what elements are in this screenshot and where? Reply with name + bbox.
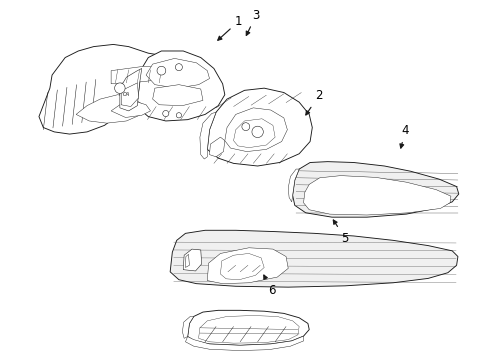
Text: 4: 4 (399, 124, 408, 148)
Circle shape (176, 113, 181, 118)
Polygon shape (111, 101, 150, 117)
Text: OA: OA (123, 92, 130, 97)
Polygon shape (209, 137, 224, 157)
Polygon shape (39, 44, 198, 134)
Polygon shape (146, 58, 209, 88)
Polygon shape (111, 66, 174, 84)
Polygon shape (220, 253, 264, 280)
Polygon shape (187, 310, 308, 345)
Polygon shape (170, 230, 457, 287)
Polygon shape (200, 112, 216, 159)
Polygon shape (292, 162, 458, 217)
Text: 2: 2 (305, 89, 322, 115)
Polygon shape (120, 68, 142, 111)
Circle shape (251, 126, 263, 138)
Text: 5: 5 (333, 220, 348, 244)
Text: 6: 6 (264, 275, 275, 297)
Polygon shape (207, 248, 287, 284)
Circle shape (242, 123, 249, 131)
Polygon shape (185, 336, 303, 351)
Polygon shape (198, 316, 299, 343)
Polygon shape (287, 169, 299, 202)
Polygon shape (185, 255, 189, 267)
Text: 1: 1 (217, 15, 242, 40)
Circle shape (114, 83, 125, 93)
Polygon shape (224, 108, 287, 152)
Polygon shape (152, 85, 203, 105)
Polygon shape (137, 51, 224, 121)
Circle shape (157, 66, 165, 75)
Polygon shape (207, 88, 312, 166)
Circle shape (163, 111, 168, 117)
Circle shape (175, 64, 182, 71)
Polygon shape (233, 119, 275, 148)
Polygon shape (121, 83, 139, 107)
Polygon shape (183, 249, 201, 271)
Polygon shape (182, 316, 193, 338)
Polygon shape (76, 95, 143, 123)
Text: 3: 3 (246, 9, 260, 35)
Polygon shape (303, 176, 450, 215)
